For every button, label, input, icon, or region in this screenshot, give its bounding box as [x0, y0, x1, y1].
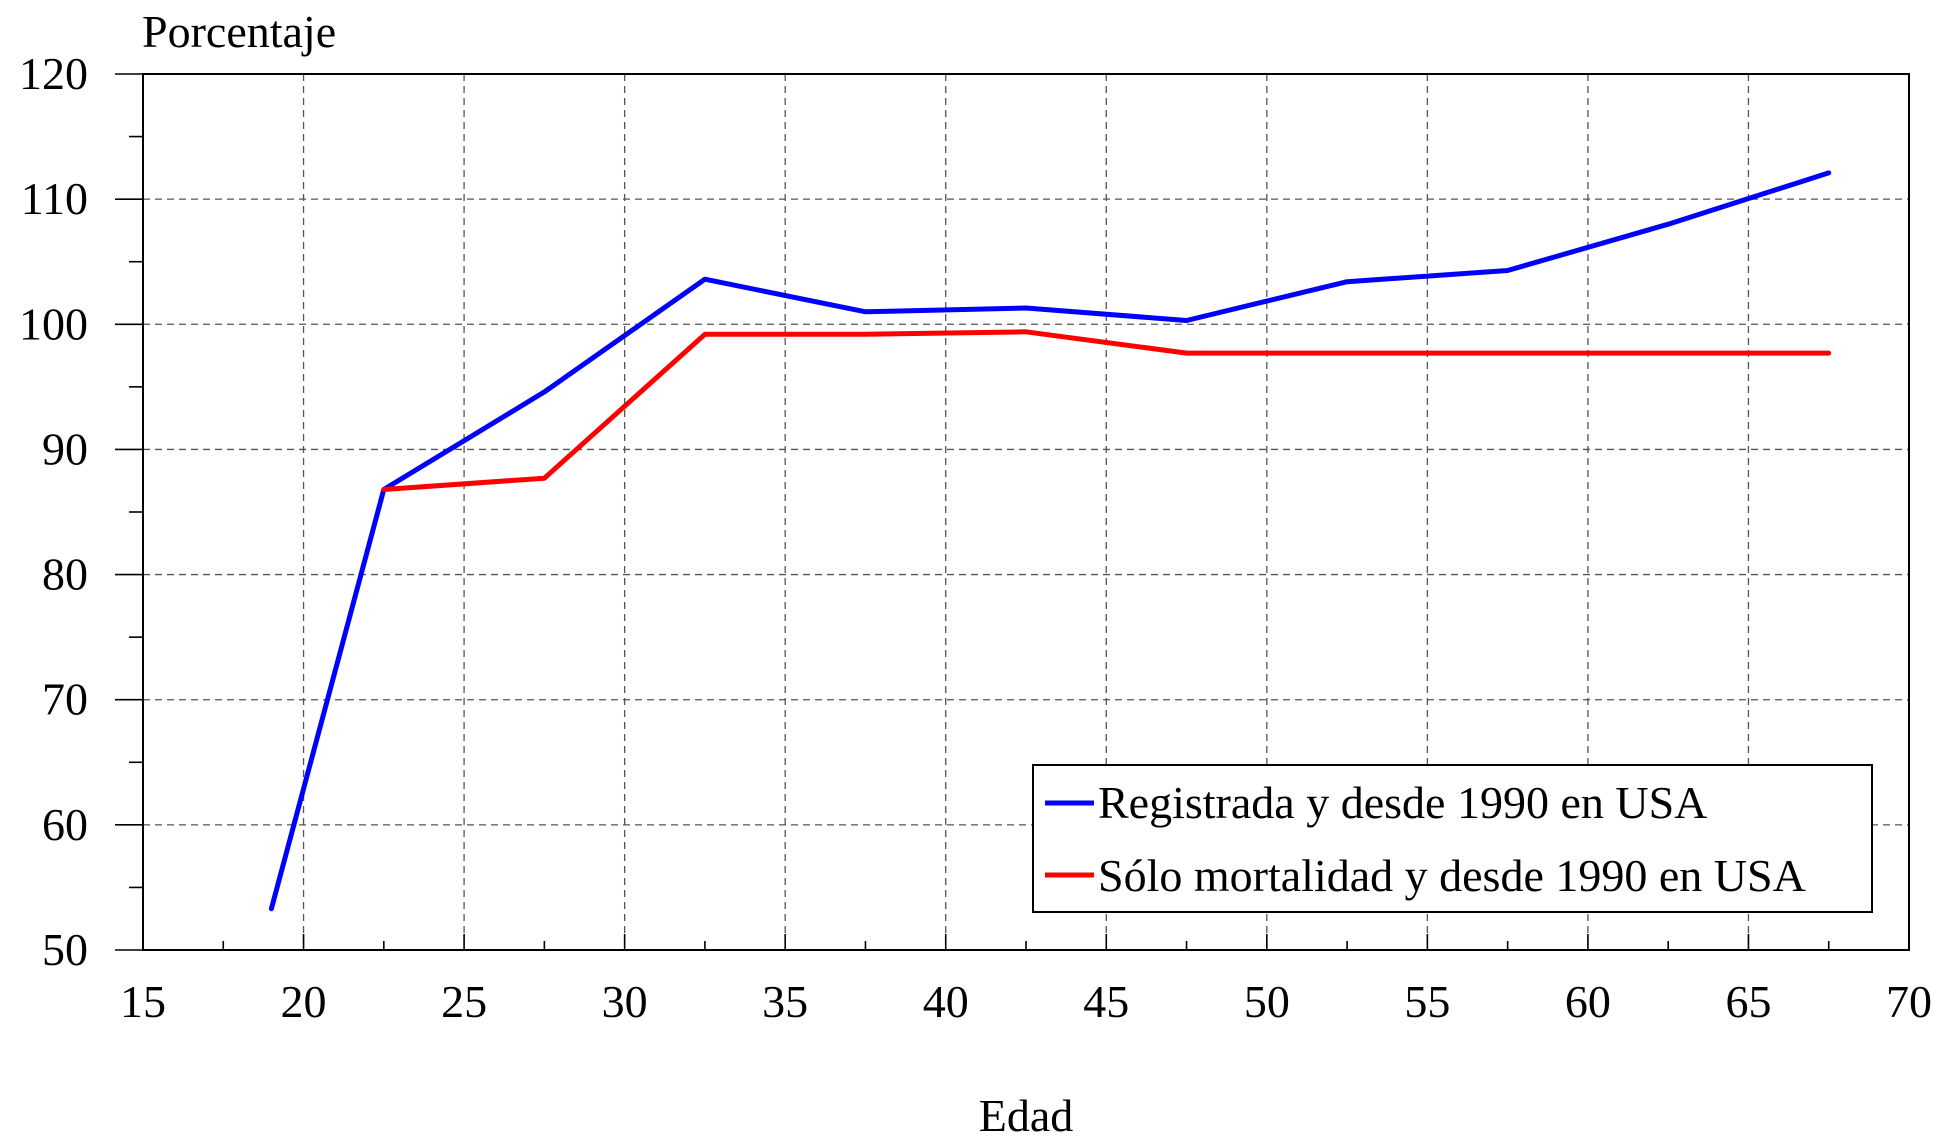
x-tick-label: 25: [441, 976, 487, 1027]
grid: [143, 74, 1909, 950]
y-axis-title: Porcentaje: [142, 6, 336, 57]
legend-label-registrada: Registrada y desde 1990 en USA: [1098, 777, 1707, 828]
plot-area-frame: [142, 73, 1910, 951]
y-tick-label: 110: [21, 173, 88, 224]
y-tick-label: 90: [42, 423, 88, 474]
series-line-solo-mortalidad: [381, 329, 1832, 492]
x-tick-label: 45: [1083, 976, 1129, 1027]
series-lines: [268, 170, 1832, 912]
x-tick-label: 30: [602, 976, 648, 1027]
x-tick-label: 20: [281, 976, 327, 1027]
x-tick-label: 50: [1244, 976, 1290, 1027]
x-tick-label: 15: [120, 976, 166, 1027]
tick-labels: 15 20 25 30 35 40 45 50 55 60 65 70 50 60 70 80 90 100 110…: [19, 48, 1932, 1027]
series-line-registrada: [268, 170, 1832, 912]
y-tick-label: 80: [42, 549, 88, 600]
y-tick-label: 70: [42, 674, 88, 725]
y-tick-label: 50: [42, 924, 88, 975]
y-tick-label: 120: [19, 48, 88, 99]
x-tick-label: 65: [1725, 976, 1771, 1027]
x-tick-label: 70: [1886, 976, 1932, 1027]
x-tick-label: 60: [1565, 976, 1611, 1027]
x-tick-label: 55: [1404, 976, 1450, 1027]
legend-label-solo-mortalidad: Sólo mortalidad y desde 1990 en USA: [1098, 850, 1806, 901]
y-tick-label: 60: [42, 799, 88, 850]
x-tick-label: 35: [762, 976, 808, 1027]
legend-box: [1032, 764, 1873, 913]
x-axis-title: Edad: [979, 1090, 1074, 1136]
y-tick-label: 100: [19, 298, 88, 349]
legend: Registrada y desde 1990 en USA Sólo mort…: [1032, 764, 1873, 913]
x-tick-label: 40: [923, 976, 969, 1027]
